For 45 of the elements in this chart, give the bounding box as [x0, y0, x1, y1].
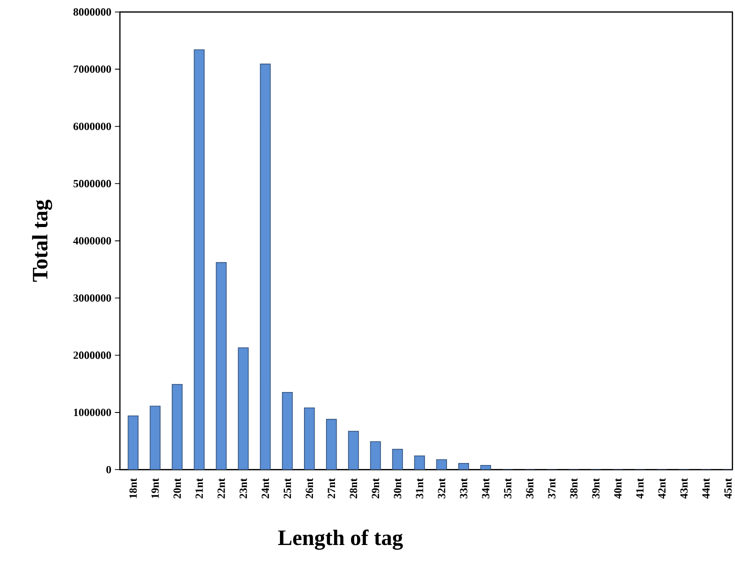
- bar: [194, 50, 205, 470]
- bar: [238, 348, 249, 470]
- y-tick-label: 6000000: [73, 122, 111, 130]
- x-tick-label: 27nt: [328, 478, 336, 499]
- y-tick-label: 8000000: [73, 8, 111, 16]
- x-tick-label: 28nt: [350, 478, 358, 499]
- x-tick-label: 19nt: [151, 478, 159, 498]
- x-tick-label: 45nt: [724, 478, 732, 499]
- bar: [172, 384, 183, 470]
- x-tick-label: 41nt: [636, 478, 644, 499]
- x-tick-label: 25nt: [284, 478, 292, 499]
- x-tick-label: 18nt: [129, 478, 137, 498]
- x-tick-label: 34nt: [482, 478, 490, 499]
- y-axis-title: Total tag: [32, 200, 52, 282]
- x-axis-title: Length of tag: [278, 530, 403, 550]
- x-tick-label: 40nt: [614, 478, 622, 499]
- x-tick-label: 43nt: [680, 478, 688, 499]
- y-tick-label: 4000000: [73, 237, 111, 245]
- x-tick-label: 29nt: [372, 478, 380, 499]
- x-tick-label: 22nt: [218, 478, 225, 499]
- x-tick-label: 33nt: [460, 478, 468, 499]
- y-tick-label: 3000000: [73, 294, 111, 302]
- x-tick-label: 30nt: [394, 478, 402, 499]
- x-tick-label: 35nt: [504, 478, 512, 499]
- y-tick-label: 5000000: [74, 180, 111, 188]
- y-tick-label: 1000000: [74, 408, 111, 416]
- y-tick-label: 7000000: [74, 66, 111, 74]
- x-tick-label: 44nt: [702, 478, 710, 499]
- x-tick-label: 39nt: [592, 478, 600, 499]
- y-tick-label: 2000000: [74, 352, 111, 360]
- x-tick-label: 20nt: [174, 478, 181, 499]
- x-tick-label: 31nt: [416, 478, 424, 499]
- bar: [216, 262, 227, 470]
- x-tick-label: 38nt: [570, 478, 578, 499]
- bar: [150, 406, 161, 470]
- x-tick-label: 42nt: [658, 478, 666, 499]
- x-tick-label: 26nt: [306, 478, 314, 499]
- x-tick-label: 32nt: [438, 478, 446, 499]
- x-tick-label: 37nt: [548, 478, 556, 499]
- x-tick-label: 24nt: [262, 478, 270, 499]
- x-tick-label: 21nt: [196, 478, 203, 499]
- x-tick-label: 23nt: [240, 478, 247, 499]
- bar: [260, 64, 271, 470]
- y-tick-label: 0: [106, 466, 111, 474]
- x-tick-label: 36nt: [526, 478, 534, 499]
